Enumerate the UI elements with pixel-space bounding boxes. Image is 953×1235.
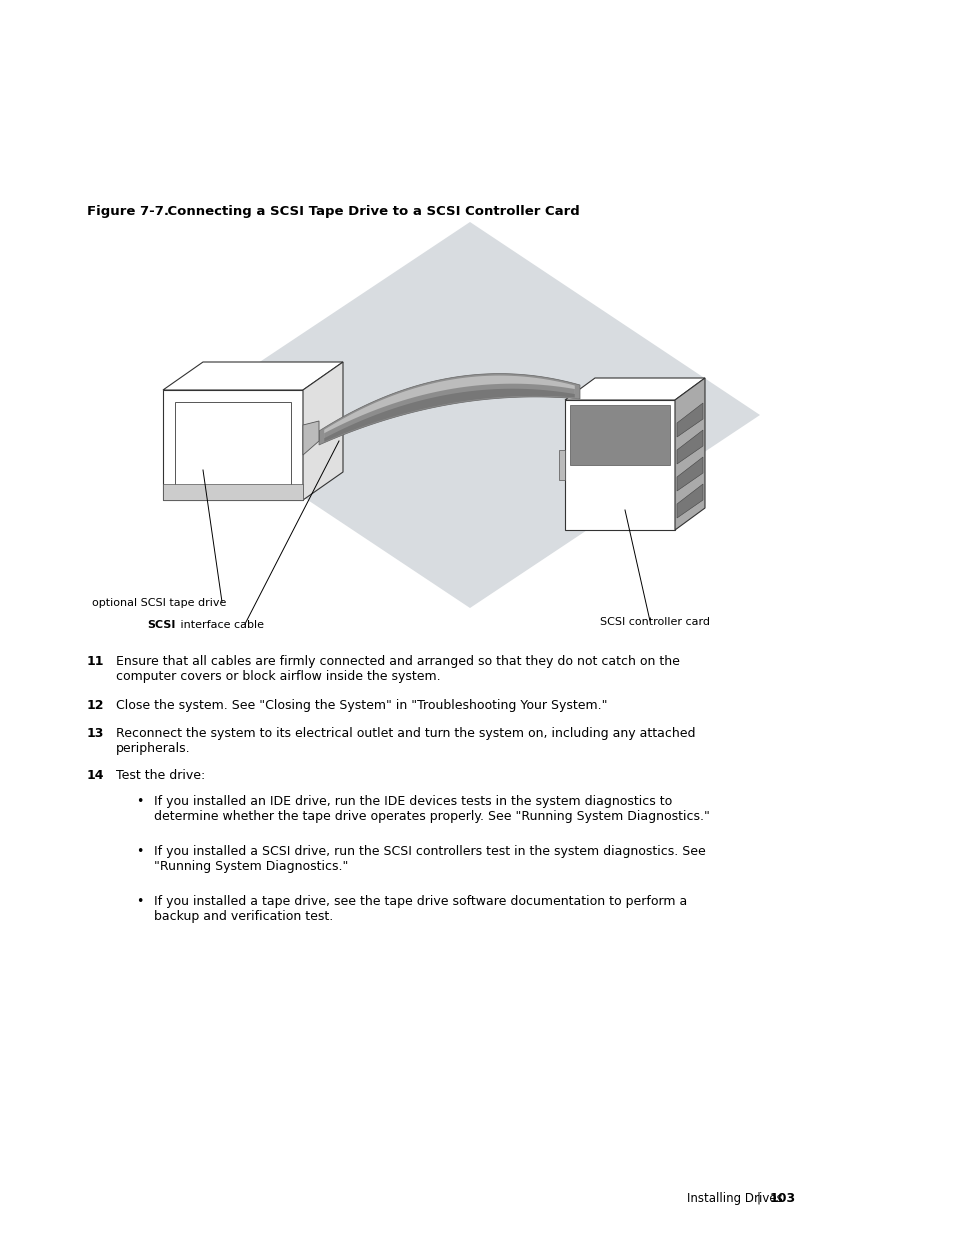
Text: Installing Drives: Installing Drives	[686, 1192, 781, 1205]
Polygon shape	[324, 375, 574, 438]
Polygon shape	[564, 400, 675, 530]
Text: Close the system. See "Closing the System" in "Troubleshooting Your System.": Close the system. See "Closing the Syste…	[116, 699, 607, 713]
Polygon shape	[174, 403, 291, 488]
Polygon shape	[677, 430, 702, 464]
Text: Connecting a SCSI Tape Drive to a SCSI Controller Card: Connecting a SCSI Tape Drive to a SCSI C…	[149, 205, 579, 219]
Text: SCSI controller card: SCSI controller card	[599, 618, 709, 627]
Text: 11: 11	[87, 655, 105, 668]
Polygon shape	[677, 403, 702, 437]
Text: If you installed a tape drive, see the tape drive software documentation to perf: If you installed a tape drive, see the t…	[153, 895, 686, 923]
Polygon shape	[564, 378, 704, 400]
Text: 12: 12	[87, 699, 105, 713]
Text: interface cable: interface cable	[177, 620, 264, 630]
Polygon shape	[677, 484, 702, 517]
Text: •: •	[136, 845, 143, 858]
Polygon shape	[163, 484, 303, 500]
Text: 13: 13	[87, 727, 104, 740]
Text: 14: 14	[87, 769, 105, 782]
Text: Test the drive:: Test the drive:	[116, 769, 205, 782]
Polygon shape	[163, 390, 303, 500]
Text: Reconnect the system to its electrical outlet and turn the system on, including : Reconnect the system to its electrical o…	[116, 727, 695, 755]
Text: •: •	[136, 895, 143, 908]
Polygon shape	[675, 378, 704, 530]
Polygon shape	[558, 450, 564, 480]
Text: Figure 7-7.: Figure 7-7.	[87, 205, 169, 219]
Polygon shape	[163, 362, 343, 390]
Text: If you installed an IDE drive, run the IDE devices tests in the system diagnosti: If you installed an IDE drive, run the I…	[153, 795, 709, 823]
Polygon shape	[677, 457, 702, 492]
Polygon shape	[303, 421, 318, 454]
Text: optional SCSI tape drive: optional SCSI tape drive	[91, 598, 226, 608]
Polygon shape	[569, 405, 669, 466]
Polygon shape	[180, 222, 760, 608]
Text: |: |	[757, 1192, 760, 1205]
Text: Ensure that all cables are firmly connected and arranged so that they do not cat: Ensure that all cables are firmly connec…	[116, 655, 679, 683]
Text: If you installed a SCSI drive, run the SCSI controllers test in the system diagn: If you installed a SCSI drive, run the S…	[153, 845, 705, 873]
Polygon shape	[303, 362, 343, 500]
Polygon shape	[318, 374, 579, 445]
Text: •: •	[136, 795, 143, 808]
Text: 103: 103	[769, 1192, 796, 1205]
Text: SCSI: SCSI	[147, 620, 175, 630]
Polygon shape	[324, 384, 574, 442]
